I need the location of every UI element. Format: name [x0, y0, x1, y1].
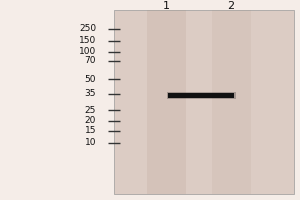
FancyBboxPatch shape [147, 10, 186, 194]
Text: 150: 150 [79, 36, 96, 45]
Text: 50: 50 [85, 75, 96, 84]
FancyBboxPatch shape [212, 10, 250, 194]
Text: 15: 15 [85, 126, 96, 135]
Text: 10: 10 [85, 138, 96, 147]
Text: 100: 100 [79, 47, 96, 56]
Text: 25: 25 [85, 106, 96, 115]
Text: 2: 2 [227, 1, 235, 11]
FancyBboxPatch shape [114, 10, 294, 194]
Text: 1: 1 [163, 1, 170, 11]
FancyBboxPatch shape [167, 92, 236, 99]
Text: 35: 35 [85, 89, 96, 98]
Text: 70: 70 [85, 56, 96, 65]
Text: 20: 20 [85, 116, 96, 125]
Text: 250: 250 [79, 24, 96, 33]
FancyBboxPatch shape [168, 93, 234, 98]
